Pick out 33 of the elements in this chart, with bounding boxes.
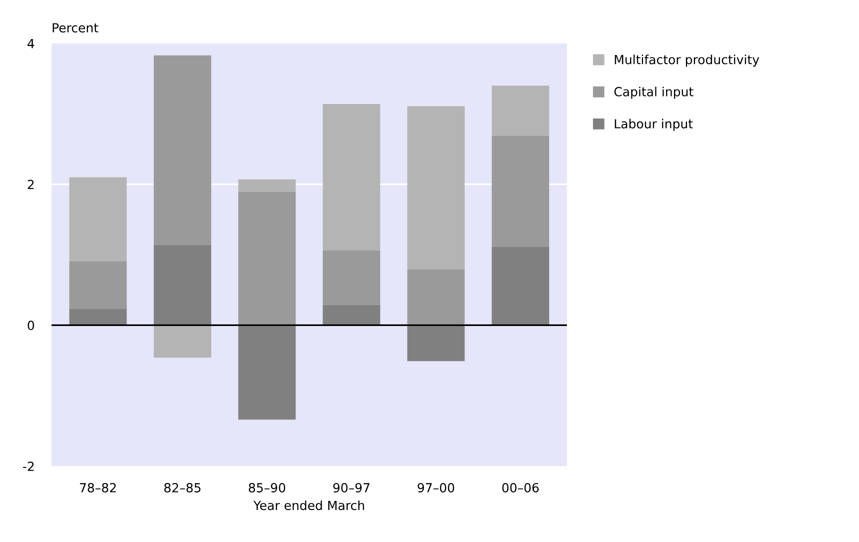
bar	[154, 325, 212, 358]
x-tick-label: 82–85	[164, 483, 200, 492]
bar	[492, 136, 550, 247]
bar	[69, 261, 127, 309]
y-tick-label: 2	[28, 180, 34, 190]
x-tick-label: 97–00	[418, 483, 454, 492]
x-tick-label: 78–82	[80, 483, 116, 492]
bar	[492, 86, 550, 136]
y-tick-label: 4	[28, 38, 34, 48]
bar	[238, 325, 296, 420]
x-axis-title: Year ended March	[253, 500, 364, 510]
bar	[154, 55, 212, 245]
legend-label: Labour input	[614, 118, 693, 131]
legend-label: Capital input	[614, 86, 694, 99]
y-axis-title: Percent	[52, 23, 98, 32]
bar	[322, 104, 380, 251]
x-tick-label: 00–06	[502, 483, 539, 492]
y-tick-label: 0	[28, 320, 34, 330]
y-tick-label: -2	[23, 462, 34, 471]
bar	[154, 244, 212, 326]
bar	[492, 246, 550, 326]
x-tick-label: 90–97	[333, 483, 370, 492]
bar	[69, 308, 127, 326]
bar	[238, 192, 296, 326]
bar	[238, 179, 296, 192]
bar	[69, 177, 127, 262]
bar	[407, 106, 465, 270]
bar	[322, 250, 380, 305]
legend-label: Multifactor productivity	[614, 54, 760, 67]
bar	[407, 325, 465, 362]
bar	[322, 304, 380, 326]
x-tick-label: 85–90	[248, 483, 286, 492]
bar	[407, 270, 465, 326]
